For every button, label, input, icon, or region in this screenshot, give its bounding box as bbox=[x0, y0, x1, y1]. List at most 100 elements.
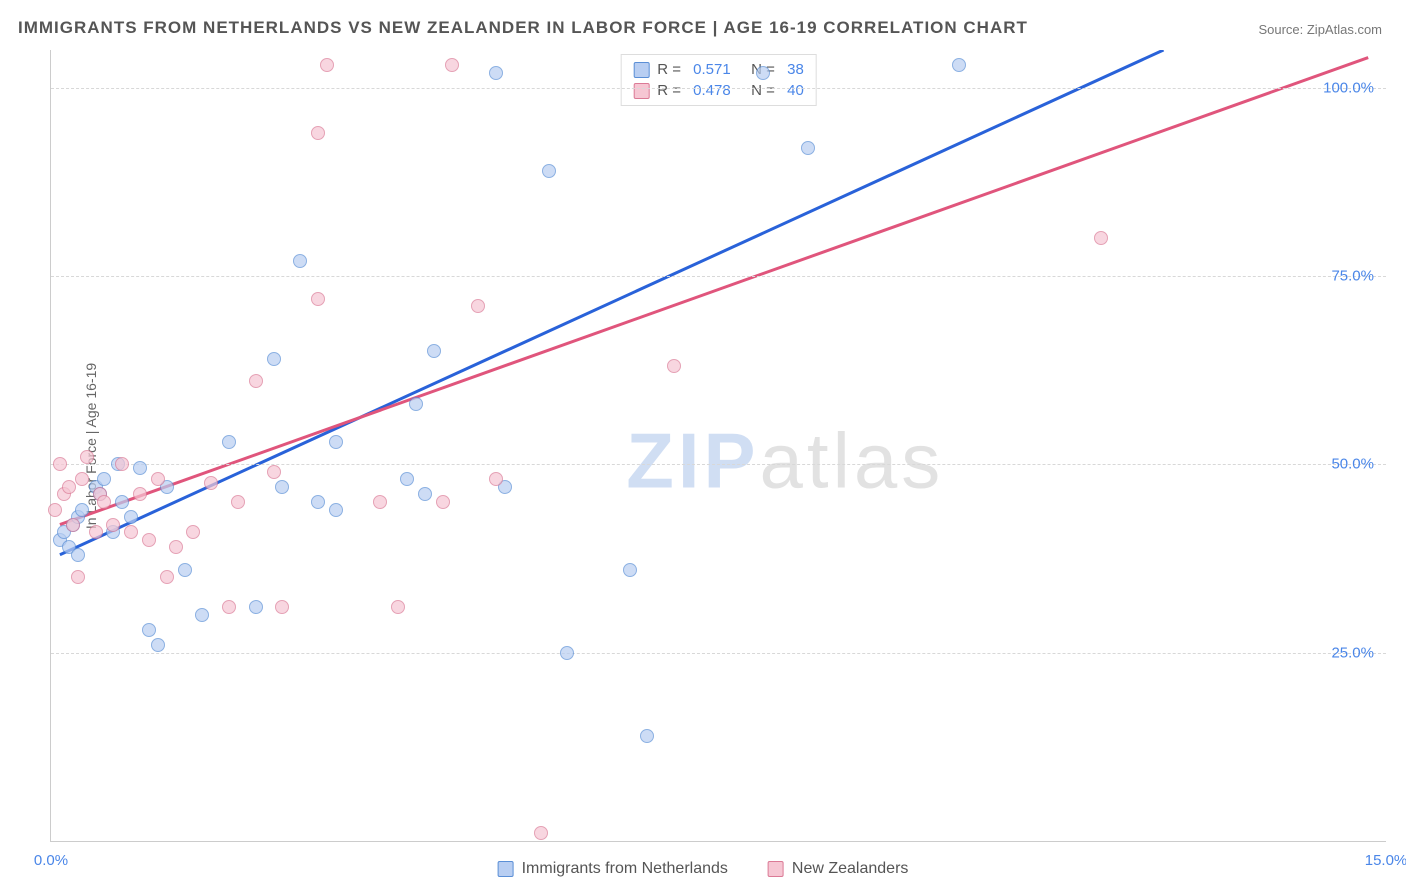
data-point bbox=[62, 480, 76, 494]
data-point bbox=[66, 518, 80, 532]
data-point bbox=[151, 638, 165, 652]
data-point bbox=[160, 570, 174, 584]
correlation-legend-row: R = 0.478 N = 40 bbox=[633, 80, 804, 101]
data-point bbox=[329, 503, 343, 517]
correlation-legend: R = 0.571 N = 38R = 0.478 N = 40 bbox=[620, 54, 817, 106]
data-point bbox=[445, 58, 459, 72]
data-point bbox=[75, 503, 89, 517]
chart-title: IMMIGRANTS FROM NETHERLANDS VS NEW ZEALA… bbox=[18, 18, 1028, 38]
data-point bbox=[373, 495, 387, 509]
data-point bbox=[275, 600, 289, 614]
data-point bbox=[267, 465, 281, 479]
data-point bbox=[186, 525, 200, 539]
data-point bbox=[311, 126, 325, 140]
x-tick-label: 0.0% bbox=[34, 852, 68, 869]
correlation-legend-row: R = 0.571 N = 38 bbox=[633, 59, 804, 80]
data-point bbox=[231, 495, 245, 509]
data-point bbox=[169, 540, 183, 554]
data-point bbox=[267, 352, 281, 366]
data-point bbox=[249, 600, 263, 614]
n-label: N = bbox=[739, 82, 775, 99]
data-point bbox=[133, 461, 147, 475]
series-legend-item: Immigrants from Netherlands bbox=[498, 860, 728, 878]
r-label: R = bbox=[657, 82, 681, 99]
data-point bbox=[222, 600, 236, 614]
r-label: R = bbox=[657, 61, 681, 78]
y-tick-label: 50.0% bbox=[1331, 456, 1374, 473]
data-point bbox=[178, 563, 192, 577]
series-name: New Zealanders bbox=[792, 860, 909, 878]
data-point bbox=[311, 495, 325, 509]
trendlines-layer bbox=[51, 50, 1386, 841]
data-point bbox=[560, 646, 574, 660]
legend-swatch bbox=[633, 62, 649, 78]
series-legend: Immigrants from Netherlands New Zealander… bbox=[498, 860, 909, 878]
data-point bbox=[97, 472, 111, 486]
data-point bbox=[124, 525, 138, 539]
data-point bbox=[418, 487, 432, 501]
data-point bbox=[89, 525, 103, 539]
watermark: ZIPatlas bbox=[626, 416, 944, 507]
data-point bbox=[534, 826, 548, 840]
data-point bbox=[249, 374, 263, 388]
watermark-zip: ZIP bbox=[626, 417, 759, 505]
data-point bbox=[756, 66, 770, 80]
data-point bbox=[106, 518, 120, 532]
data-point bbox=[97, 495, 111, 509]
data-point bbox=[952, 58, 966, 72]
gridline bbox=[51, 88, 1386, 89]
data-point bbox=[1094, 231, 1108, 245]
y-tick-label: 100.0% bbox=[1323, 79, 1374, 96]
r-value: 0.571 bbox=[689, 61, 731, 78]
data-point bbox=[667, 359, 681, 373]
data-point bbox=[489, 66, 503, 80]
gridline bbox=[51, 464, 1386, 465]
data-point bbox=[436, 495, 450, 509]
data-point bbox=[400, 472, 414, 486]
series-name: Immigrants from Netherlands bbox=[522, 860, 728, 878]
data-point bbox=[48, 503, 62, 517]
legend-swatch bbox=[768, 861, 784, 877]
n-value: 40 bbox=[783, 82, 804, 99]
data-point bbox=[320, 58, 334, 72]
source-credit: Source: ZipAtlas.com bbox=[1258, 22, 1382, 37]
data-point bbox=[222, 435, 236, 449]
gridline bbox=[51, 653, 1386, 654]
x-tick-label: 15.0% bbox=[1365, 852, 1406, 869]
data-point bbox=[71, 548, 85, 562]
data-point bbox=[71, 570, 85, 584]
data-point bbox=[204, 476, 218, 490]
n-value: 38 bbox=[783, 61, 804, 78]
watermark-atlas: atlas bbox=[760, 417, 945, 505]
data-point bbox=[275, 480, 289, 494]
data-point bbox=[80, 450, 94, 464]
r-value: 0.478 bbox=[689, 82, 731, 99]
data-point bbox=[427, 344, 441, 358]
legend-swatch bbox=[498, 861, 514, 877]
data-point bbox=[409, 397, 423, 411]
data-point bbox=[471, 299, 485, 313]
data-point bbox=[640, 729, 654, 743]
data-point bbox=[391, 600, 405, 614]
data-point bbox=[542, 164, 556, 178]
y-tick-label: 75.0% bbox=[1331, 268, 1374, 285]
legend-swatch bbox=[633, 83, 649, 99]
data-point bbox=[801, 141, 815, 155]
data-point bbox=[124, 510, 138, 524]
data-point bbox=[329, 435, 343, 449]
data-point bbox=[142, 533, 156, 547]
data-point bbox=[75, 472, 89, 486]
data-point bbox=[195, 608, 209, 622]
data-point bbox=[293, 254, 307, 268]
chart-plot-area: R = 0.571 N = 38R = 0.478 N = 40 ZIPatla… bbox=[50, 50, 1386, 842]
y-tick-label: 25.0% bbox=[1331, 644, 1374, 661]
series-legend-item: New Zealanders bbox=[768, 860, 909, 878]
data-point bbox=[142, 623, 156, 637]
data-point bbox=[151, 472, 165, 486]
data-point bbox=[623, 563, 637, 577]
data-point bbox=[53, 457, 67, 471]
data-point bbox=[489, 472, 503, 486]
gridline bbox=[51, 276, 1386, 277]
data-point bbox=[115, 457, 129, 471]
data-point bbox=[133, 487, 147, 501]
